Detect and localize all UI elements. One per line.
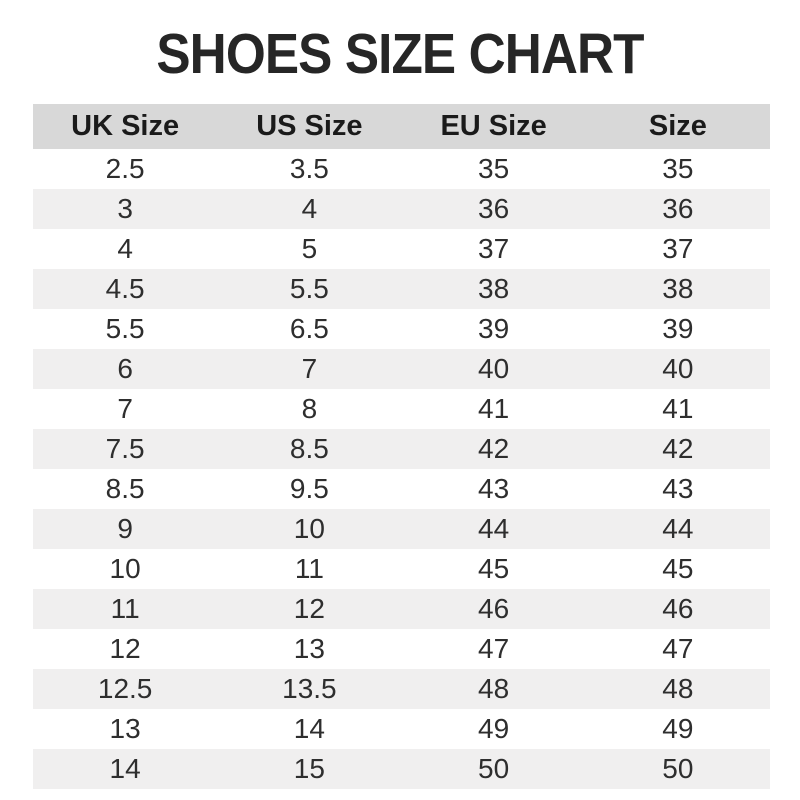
table-cell: 38 bbox=[585, 269, 770, 309]
table-cell: 7 bbox=[33, 389, 218, 429]
table-cell: 14 bbox=[33, 749, 218, 789]
column-header-size: Size bbox=[585, 104, 770, 149]
table-cell: 12.5 bbox=[33, 669, 218, 709]
table-cell: 9.5 bbox=[217, 469, 402, 509]
table-cell: 39 bbox=[401, 309, 586, 349]
table-cell: 36 bbox=[401, 189, 586, 229]
table-cell: 49 bbox=[585, 709, 770, 749]
table-row: 2.5 3.5 35 35 bbox=[33, 149, 770, 189]
table-cell: 43 bbox=[401, 469, 586, 509]
table-cell: 8 bbox=[217, 389, 402, 429]
table-row: 12 13 47 47 bbox=[33, 629, 770, 669]
table-cell: 41 bbox=[401, 389, 586, 429]
table-cell: 47 bbox=[401, 629, 586, 669]
table-cell: 35 bbox=[401, 149, 586, 189]
table-cell: 7.5 bbox=[33, 429, 218, 469]
table-cell: 38 bbox=[401, 269, 586, 309]
table-row: 7.5 8.5 42 42 bbox=[33, 429, 770, 469]
table-row: 6 7 40 40 bbox=[33, 349, 770, 389]
page-title: SHOES SIZE CHART bbox=[156, 22, 644, 86]
table-cell: 15 bbox=[217, 749, 402, 789]
table-cell: 5.5 bbox=[33, 309, 218, 349]
table-cell: 6 bbox=[33, 349, 218, 389]
table-cell: 9 bbox=[33, 509, 218, 549]
table-cell: 40 bbox=[401, 349, 586, 389]
table-cell: 48 bbox=[585, 669, 770, 709]
table-cell: 11 bbox=[217, 549, 402, 589]
table-cell: 42 bbox=[585, 429, 770, 469]
table-cell: 48 bbox=[401, 669, 586, 709]
table-cell: 45 bbox=[585, 549, 770, 589]
table-cell: 13 bbox=[33, 709, 218, 749]
table-cell: 13 bbox=[217, 629, 402, 669]
table-cell: 4 bbox=[217, 189, 402, 229]
table-cell: 46 bbox=[585, 589, 770, 629]
table-row: 9 10 44 44 bbox=[33, 509, 770, 549]
table-row: 13 14 49 49 bbox=[33, 709, 770, 749]
table-row: 11 12 46 46 bbox=[33, 589, 770, 629]
table-cell: 44 bbox=[585, 509, 770, 549]
table-cell: 12 bbox=[33, 629, 218, 669]
table-cell: 42 bbox=[401, 429, 586, 469]
column-header-us-size: US Size bbox=[217, 104, 402, 149]
table-cell: 36 bbox=[585, 189, 770, 229]
table-cell: 12 bbox=[217, 589, 402, 629]
table-cell: 4.5 bbox=[33, 269, 218, 309]
table-cell: 5.5 bbox=[217, 269, 402, 309]
table-cell: 14 bbox=[217, 709, 402, 749]
table-cell: 46 bbox=[401, 589, 586, 629]
table-cell: 5 bbox=[217, 229, 402, 269]
table-cell: 37 bbox=[585, 229, 770, 269]
table-row: 4 5 37 37 bbox=[33, 229, 770, 269]
table-row: 7 8 41 41 bbox=[33, 389, 770, 429]
table-row: 10 11 45 45 bbox=[33, 549, 770, 589]
table-row: 4.5 5.5 38 38 bbox=[33, 269, 770, 309]
table-cell: 37 bbox=[401, 229, 586, 269]
table-cell: 44 bbox=[401, 509, 586, 549]
table-cell: 47 bbox=[585, 629, 770, 669]
table-cell: 41 bbox=[585, 389, 770, 429]
table-cell: 10 bbox=[217, 509, 402, 549]
table-cell: 13.5 bbox=[217, 669, 402, 709]
header-row: UK Size US Size EU Size Size bbox=[33, 104, 770, 149]
table-row: 14 15 50 50 bbox=[33, 749, 770, 789]
table-cell: 50 bbox=[401, 749, 586, 789]
column-header-uk-size: UK Size bbox=[33, 104, 218, 149]
table-cell: 49 bbox=[401, 709, 586, 749]
table-row: 12.5 13.5 48 48 bbox=[33, 669, 770, 709]
table-cell: 6.5 bbox=[217, 309, 402, 349]
table-cell: 39 bbox=[585, 309, 770, 349]
table-cell: 4 bbox=[33, 229, 218, 269]
size-chart-table: UK Size US Size EU Size Size 2.5 3.5 35 35 3 4 36… bbox=[33, 104, 770, 789]
table-cell: 40 bbox=[585, 349, 770, 389]
table-cell: 3.5 bbox=[217, 149, 402, 189]
table-cell: 43 bbox=[585, 469, 770, 509]
column-header-eu-size: EU Size bbox=[401, 104, 586, 149]
table-row: 8.5 9.5 43 43 bbox=[33, 469, 770, 509]
table-cell: 2.5 bbox=[33, 149, 218, 189]
table-cell: 10 bbox=[33, 549, 218, 589]
table-cell: 35 bbox=[585, 149, 770, 189]
table-cell: 50 bbox=[585, 749, 770, 789]
table-cell: 8.5 bbox=[33, 469, 218, 509]
table-cell: 3 bbox=[33, 189, 218, 229]
table-body: 2.5 3.5 35 35 3 4 36 36 4 5 37 37 4.5 5.5 38 38 5.5 6.5 39… bbox=[33, 149, 770, 789]
table-row: 3 4 36 36 bbox=[33, 189, 770, 229]
table-head: UK Size US Size EU Size Size bbox=[33, 104, 770, 149]
table-cell: 11 bbox=[33, 589, 218, 629]
table-row: 5.5 6.5 39 39 bbox=[33, 309, 770, 349]
table-container: UK Size US Size EU Size Size 2.5 3.5 35 35 3 4 36… bbox=[33, 104, 770, 789]
table-cell: 8.5 bbox=[217, 429, 402, 469]
table-cell: 45 bbox=[401, 549, 586, 589]
table-cell: 7 bbox=[217, 349, 402, 389]
